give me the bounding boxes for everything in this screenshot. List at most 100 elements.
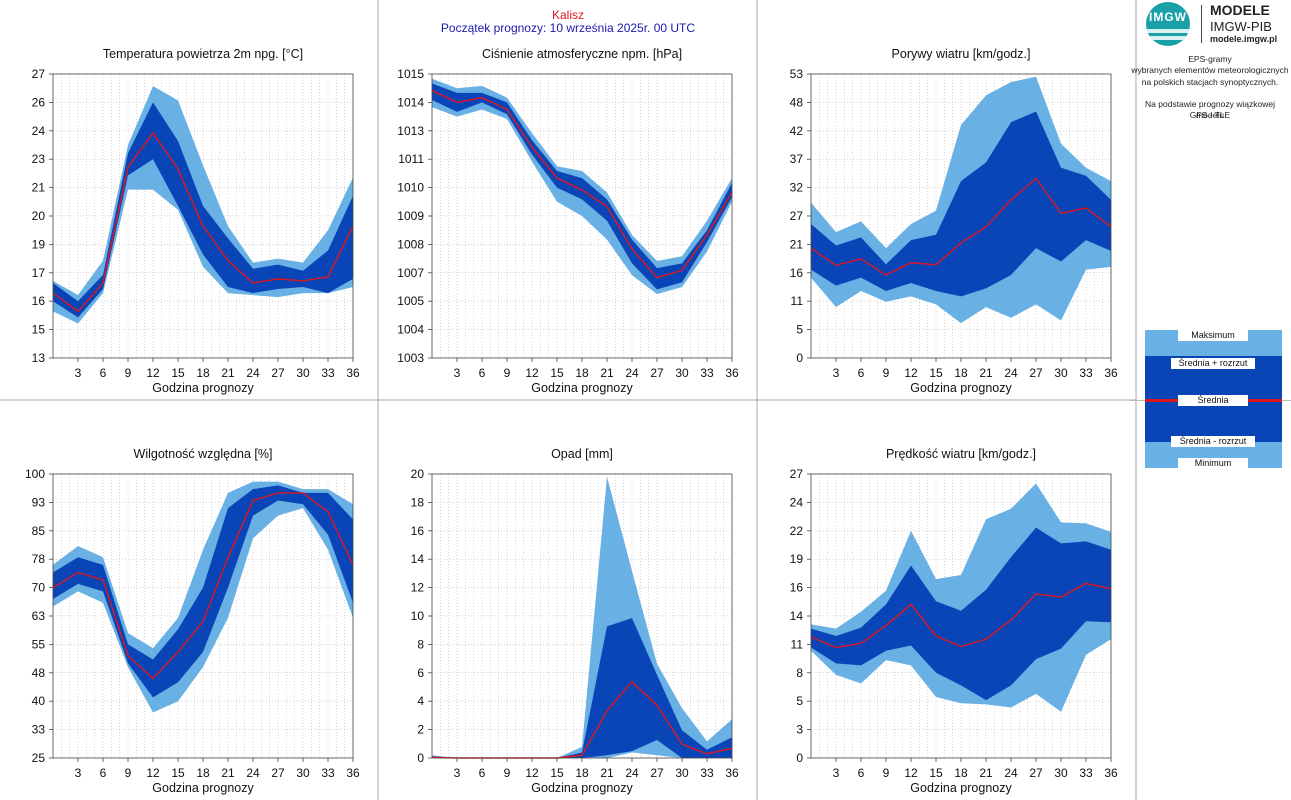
y-tick-label: 24 xyxy=(790,495,804,509)
info-line-3: na polskich stacjach synoptycznych. xyxy=(1141,77,1279,87)
x-tick-label: 27 xyxy=(650,366,664,380)
x-tick-label: 9 xyxy=(504,366,511,380)
chart-title: Prędkość wiatru [km/godz.] xyxy=(886,447,1036,461)
y-tick-label: 100 xyxy=(25,467,45,481)
y-tick-label: 16 xyxy=(790,266,804,280)
info-line-4: Na podstawie prognozy wiązkowej modelu xyxy=(1145,99,1275,120)
x-tick-label: 24 xyxy=(625,766,639,780)
y-tick-label: 5 xyxy=(796,323,803,337)
y-tick-label: 70 xyxy=(32,581,46,595)
y-tick-label: 40 xyxy=(32,694,46,708)
x-tick-label: 27 xyxy=(271,766,285,780)
x-tick-label: 30 xyxy=(675,766,689,780)
x-tick-label: 15 xyxy=(171,766,185,780)
minmax-band xyxy=(53,86,353,324)
y-tick-label: 22 xyxy=(790,524,804,538)
minmax-band xyxy=(432,476,732,758)
x-axis-label: Godzina prognozy xyxy=(152,781,254,795)
station-name: Kalisz xyxy=(551,8,584,22)
x-tick-label: 3 xyxy=(75,766,82,780)
x-tick-label: 6 xyxy=(479,366,486,380)
chart-title: Temperatura powietrza 2m npg. [°C] xyxy=(103,47,303,61)
x-tick-label: 18 xyxy=(196,766,210,780)
chart-title: Wilgotność względna [%] xyxy=(134,447,273,461)
spread-band xyxy=(53,485,353,698)
x-tick-label: 12 xyxy=(904,366,918,380)
y-tick-label: 1005 xyxy=(397,294,424,308)
chart-2: 1003 1004 1005 1007 1008 1009 1010 1011 1013 1014… xyxy=(397,47,739,395)
y-tick-label: 20 xyxy=(32,209,46,223)
y-tick-label: 1013 xyxy=(397,124,424,138)
spread-band xyxy=(432,83,732,290)
y-tick-label: 2 xyxy=(417,723,424,737)
chart-title: Opad [mm] xyxy=(551,447,613,461)
x-tick-label: 9 xyxy=(883,766,890,780)
y-tick-label: 8 xyxy=(796,666,803,680)
y-tick-label: 23 xyxy=(32,152,46,166)
y-tick-label: 42 xyxy=(790,124,804,138)
x-tick-label: 6 xyxy=(858,766,865,780)
x-tick-label: 36 xyxy=(725,766,739,780)
x-tick-label: 12 xyxy=(525,366,539,380)
x-axis-label: Godzina prognozy xyxy=(531,381,633,395)
info-line-1: EPS-gramy xyxy=(1188,54,1232,64)
y-tick-label: 16 xyxy=(32,294,46,308)
x-tick-label: 12 xyxy=(146,766,160,780)
x-tick-label: 3 xyxy=(833,766,840,780)
x-tick-label: 9 xyxy=(125,766,132,780)
y-tick-label: 15 xyxy=(32,323,46,337)
x-tick-label: 30 xyxy=(1054,766,1068,780)
x-axis-label: Godzina prognozy xyxy=(531,781,633,795)
x-tick-label: 27 xyxy=(650,766,664,780)
mean-line xyxy=(431,89,733,279)
x-tick-label: 24 xyxy=(1004,366,1018,380)
legend-minus-label: Średnia - rozrzut xyxy=(1171,436,1255,447)
y-tick-label: 8 xyxy=(417,637,424,651)
x-tick-label: 30 xyxy=(296,766,310,780)
x-tick-label: 33 xyxy=(321,766,335,780)
logo-mark: IMGW xyxy=(1149,10,1187,24)
y-tick-label: 12 xyxy=(411,581,425,595)
legend-mean-label: Średnia xyxy=(1178,395,1248,406)
x-tick-label: 3 xyxy=(454,366,461,380)
y-tick-label: 1011 xyxy=(398,152,424,166)
x-tick-label: 3 xyxy=(833,366,840,380)
y-tick-label: 27 xyxy=(790,209,804,223)
y-tick-label: 5 xyxy=(796,694,803,708)
y-tick-label: 93 xyxy=(32,495,46,509)
legend-min-label: Minimum xyxy=(1178,458,1248,469)
y-tick-label: 6 xyxy=(417,666,424,680)
x-tick-label: 6 xyxy=(479,766,486,780)
x-tick-label: 12 xyxy=(525,766,539,780)
x-tick-label: 36 xyxy=(346,766,360,780)
x-tick-label: 6 xyxy=(858,366,865,380)
x-tick-label: 27 xyxy=(1029,366,1043,380)
y-tick-label: 17 xyxy=(32,266,46,280)
x-tick-label: 36 xyxy=(346,366,360,380)
info-line-5: GFS - TLE xyxy=(1189,110,1231,120)
y-tick-label: 26 xyxy=(32,95,46,109)
y-tick-label: 27 xyxy=(32,67,46,81)
y-tick-label: 37 xyxy=(790,152,804,166)
y-tick-label: 0 xyxy=(796,351,803,365)
x-tick-label: 15 xyxy=(929,766,943,780)
y-tick-label: 1009 xyxy=(397,209,424,223)
x-tick-label: 27 xyxy=(1029,766,1043,780)
y-tick-label: 18 xyxy=(411,495,425,509)
imgw-logo-icon: IMGW xyxy=(1146,2,1190,46)
x-tick-label: 33 xyxy=(700,366,714,380)
y-tick-label: 63 xyxy=(32,609,46,623)
y-tick-label: 25 xyxy=(32,751,46,765)
x-axis-label: Godzina prognozy xyxy=(910,781,1012,795)
x-tick-label: 18 xyxy=(196,366,210,380)
chart-title: Porywy wiatru [km/godz.] xyxy=(892,47,1031,61)
spread-band xyxy=(432,618,732,758)
spread-band xyxy=(53,102,353,318)
y-tick-label: 20 xyxy=(411,467,425,481)
y-tick-label: 4 xyxy=(417,694,424,708)
x-tick-label: 3 xyxy=(454,766,461,780)
